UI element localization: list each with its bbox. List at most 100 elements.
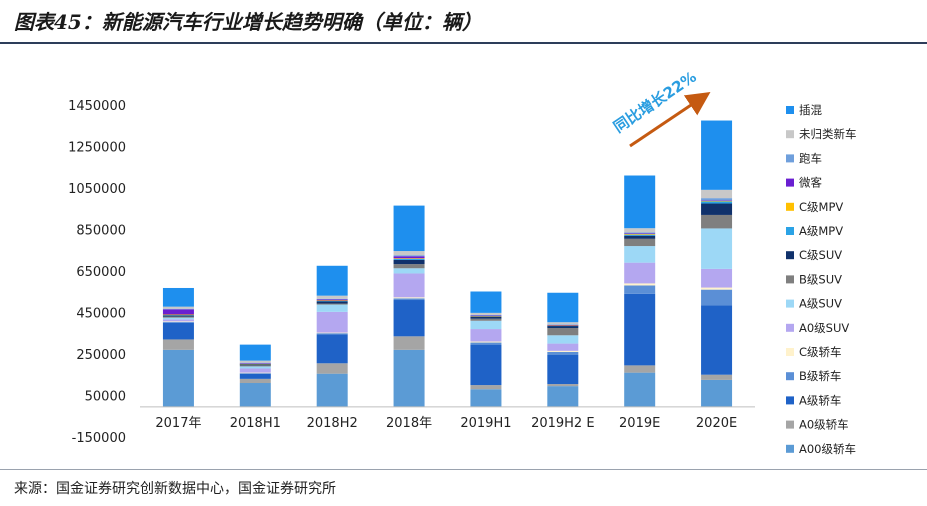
legend-swatch [786,444,794,453]
legend-swatch [786,251,794,260]
bar-segment [162,349,194,407]
bar-segment [624,228,656,233]
bar-segment [239,344,271,361]
bar-segment [316,300,348,302]
bar-segment [393,349,425,407]
bar-segment [701,214,733,229]
bar-segment [470,314,502,316]
bar-segment [393,255,425,257]
bar-segment [624,262,656,284]
bar-segment [701,287,733,290]
bar-segment [624,283,656,286]
bar-segment [239,373,271,379]
y-tick-label: 450000 [76,307,126,322]
bar-segment [470,389,502,407]
bar-segment [547,324,579,326]
bar-segment [239,364,271,366]
bar-segment [547,355,579,385]
bar-segment [239,373,271,374]
bar-segment [624,246,656,263]
bar-segment [547,351,579,355]
legend-swatch [786,372,794,381]
bar-segment [624,233,656,235]
bar-segment [316,299,348,301]
bar-segment [393,268,425,274]
legend-label: C级MPV [799,200,843,214]
bar-segment [239,363,271,364]
bar-segment [162,308,194,310]
bar-segment [701,374,733,380]
bar-segment [239,368,271,373]
x-tick-label: 2018H2 [307,416,358,431]
legend-swatch [786,299,794,308]
chart-title: 图表45：新能源汽车行业增长趋势明确（单位：辆） [14,10,482,34]
bar-segment [162,339,194,350]
bar-segment [316,295,348,299]
growth-arrow [629,91,711,148]
bar-segment [393,297,425,299]
bar-segment [547,386,579,407]
bar-segment [624,365,656,373]
x-tick-label: 2019E [619,416,660,431]
legend-label: A0级轿车 [799,418,849,432]
bar-segment [470,341,502,343]
bar-segment [393,259,425,265]
y-tick-label: 650000 [76,265,126,280]
bar-segment [624,232,656,234]
bar-segment [316,304,348,312]
bar-segment [162,319,194,322]
x-tick-label: 2019H1 [460,416,511,431]
bar-segment [701,228,733,269]
bar-segment [701,200,733,202]
bar-segment [624,234,656,236]
bar-segment [547,325,579,329]
bar-segment [624,293,656,366]
y-tick-label: -150000 [72,431,126,446]
legend-label: A级MPV [799,224,843,238]
legend-swatch [786,106,794,114]
y-tick-label: 250000 [76,348,126,363]
bar-segment [547,343,579,351]
bar-segment [162,314,194,316]
bar-segment [162,322,194,340]
legend-label: 未归类新车 [799,127,857,141]
bar-segment [239,372,271,374]
bar-segment [470,344,502,386]
y-tick-label: 850000 [76,224,126,239]
bar-segment [239,363,271,365]
legend-label: A级SUV [799,297,842,311]
legend-swatch [786,227,794,235]
y-tick-label: 50000 [85,390,126,405]
legend-label: B级SUV [799,272,842,286]
bar-segment [547,325,579,326]
bar-segment [316,333,348,335]
bar-segment [162,306,194,309]
x-tick-label: 2017年 [155,416,201,431]
legend-label: 跑车 [799,151,822,165]
bar-segment [547,324,579,325]
bar-segment [316,303,348,305]
bar-segment [701,268,733,288]
bar-segment [470,320,502,330]
bar-segment [316,363,348,374]
bar-segment [239,366,271,369]
bar-segment [316,265,348,296]
y-tick-label: 1050000 [68,182,126,197]
bar-segment [393,336,425,350]
bar-segment [547,335,579,344]
y-tick-label: 1450000 [68,99,126,114]
bar-segment [393,251,425,256]
legend-swatch [786,420,794,429]
bar-segment [393,205,425,252]
legend-swatch [786,396,794,405]
bar-segment [239,383,271,407]
bar-segment [701,203,733,215]
bar-segment [547,328,579,336]
bar-segment [624,234,656,235]
bar-segment [470,329,502,342]
bar-segment [316,301,348,304]
bar-segment [701,201,733,204]
bar-segment [624,285,656,294]
bar-segment [547,384,579,387]
bar-segment [393,298,425,301]
